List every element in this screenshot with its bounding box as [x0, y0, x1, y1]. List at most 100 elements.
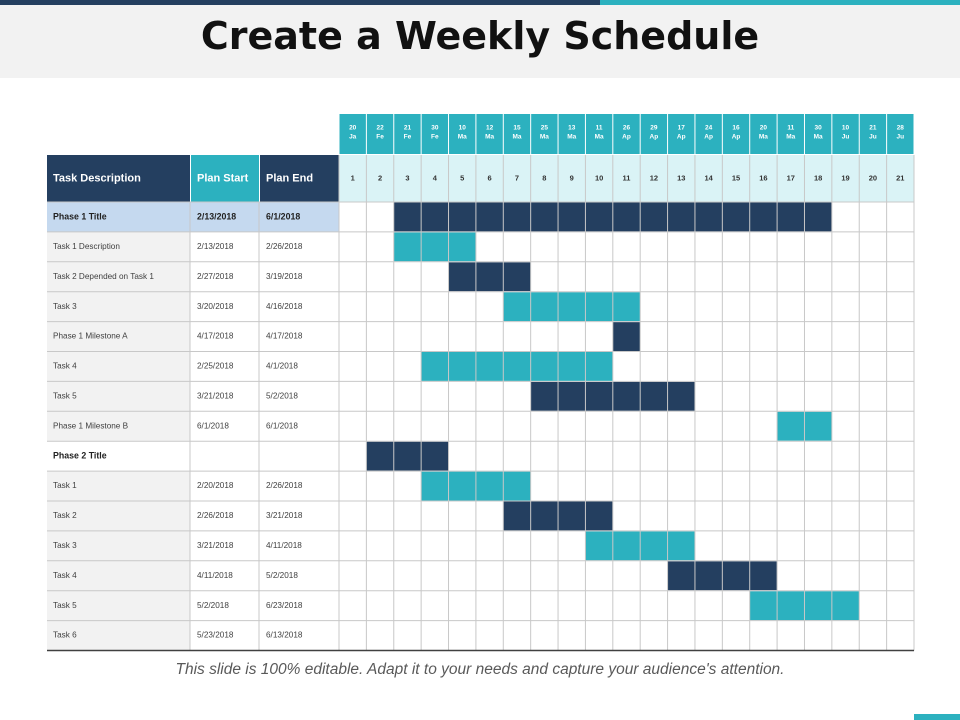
week-number: 17: [787, 173, 795, 182]
task-label-bg: [47, 411, 190, 442]
week-number: 5: [460, 173, 464, 182]
week-date-month: Ja: [349, 134, 357, 141]
footer-note: This slide is 100% editable. Adapt it to…: [175, 661, 785, 678]
week-date-cell: [476, 114, 503, 154]
task-label-bg: [47, 381, 190, 412]
row-task-label: Task 1 Description: [53, 242, 120, 251]
week-date-day: 26: [623, 125, 631, 132]
row-start-date: 2/13/2018: [197, 211, 236, 221]
week-date-day: 20: [349, 125, 357, 132]
row-task-label: Task 4: [53, 571, 77, 580]
week-date-cell: [722, 114, 750, 154]
week-date-month: Ap: [622, 134, 631, 141]
gantt-bar: [448, 262, 531, 292]
row-start-date: 5/23/2018: [197, 631, 234, 640]
header-task-label: Task Description: [53, 172, 141, 184]
week-number: 14: [704, 173, 713, 182]
week-date-cell: [804, 114, 832, 154]
week-date-cell: [695, 114, 722, 154]
week-number: 4: [433, 173, 438, 182]
row-start-date: 4/17/2018: [197, 332, 234, 341]
task-label-bg: [47, 620, 190, 651]
week-date-month: Ma: [512, 134, 521, 141]
week-date-month: Ma: [814, 134, 823, 141]
gantt-bar: [503, 292, 641, 322]
top-bar-dark-segment: [0, 0, 600, 5]
row-start-date: 3/21/2018: [197, 392, 234, 401]
week-date-day: 22: [376, 125, 384, 132]
week-date-day: 21: [404, 125, 412, 132]
row-task-label: Task 1: [53, 481, 77, 490]
row-end-date: 6/1/2018: [266, 421, 298, 430]
row-task-label: Task 2: [53, 511, 77, 520]
week-date-cell: [585, 114, 613, 154]
row-start-date: 4/11/2018: [197, 571, 233, 580]
task-label-bg: [47, 471, 190, 501]
week-date-day: 12: [486, 125, 494, 132]
week-date-day: 25: [541, 125, 549, 132]
week-date-day: 30: [815, 125, 823, 132]
row-start-date: 3/20/2018: [197, 302, 234, 311]
row-start-date: 2/25/2018: [197, 362, 234, 371]
week-number: 20: [869, 173, 877, 182]
week-date-day: 10: [842, 125, 850, 132]
row-start-date: 2/27/2018: [197, 272, 234, 281]
row-end-date: 4/1/2018: [266, 362, 298, 371]
header-week-band: [339, 155, 914, 202]
row-end-date: 3/19/2018: [266, 272, 303, 281]
row-end-date: 3/21/2018: [266, 511, 303, 520]
week-number: 6: [488, 173, 492, 182]
task-label-bg: [47, 261, 190, 292]
week-date-day: 16: [732, 125, 740, 132]
week-number: 21: [896, 173, 904, 182]
row-end-date: 4/11/2018: [266, 541, 302, 550]
week-date-month: Ma: [786, 134, 795, 141]
week-date-cell: [832, 114, 859, 154]
week-date-cell: [668, 114, 695, 154]
task-label-bg: [47, 321, 190, 352]
week-date-month: Fe: [376, 134, 384, 141]
week-date-cell: [613, 114, 640, 154]
week-date-cell: [449, 114, 476, 154]
row-start-date: 2/13/2018: [197, 242, 234, 251]
week-date-month: Ju: [842, 134, 850, 141]
row-task-label: Task 6: [53, 631, 77, 640]
task-label-bg: [47, 501, 190, 531]
week-date-day: 17: [678, 125, 686, 132]
row-task-label: Task 2 Depended on Task 1: [53, 272, 154, 281]
week-date-month: Ap: [650, 134, 659, 141]
row-end-date: 2/26/2018: [266, 242, 303, 251]
row-end-date: 4/16/2018: [266, 302, 303, 311]
week-date-month: Ju: [869, 134, 877, 141]
row-start-date: 5/2/2018: [197, 601, 229, 610]
week-date-day: 10: [459, 125, 467, 132]
task-label-bg: [47, 231, 190, 262]
row-task-label: Task 5: [53, 392, 77, 401]
week-date-day: 13: [568, 125, 576, 132]
week-date-day: 15: [513, 125, 521, 132]
week-date-cell: [750, 114, 777, 154]
row-end-date: 5/2/2018: [266, 392, 298, 401]
top-bar-accent-segment: [600, 0, 960, 5]
top-accent-bar: [0, 0, 960, 5]
week-number: 16: [759, 173, 767, 182]
week-date-day: 11: [787, 125, 794, 132]
row-end-date: 5/2/2018: [266, 571, 298, 580]
week-date-day: 21: [869, 125, 877, 132]
week-date-month: Fe: [431, 134, 439, 141]
week-date-cell: [339, 114, 366, 154]
row-task-label: Task 3: [53, 302, 77, 311]
header-task-cell: [47, 155, 190, 202]
week-number: 10: [595, 173, 603, 182]
gantt-bar: [421, 352, 613, 381]
week-number: 13: [677, 173, 685, 182]
week-date-month: Ma: [759, 134, 768, 141]
week-number: 9: [570, 173, 574, 182]
row-start-date: 2/26/2018: [197, 511, 234, 520]
row-task-label: Task 4: [53, 362, 77, 371]
row-task-label: Task 3: [53, 541, 77, 550]
corner-accent: [914, 714, 960, 720]
week-date-month: Ma: [567, 134, 576, 141]
row-task-label: Task 5: [53, 601, 77, 610]
